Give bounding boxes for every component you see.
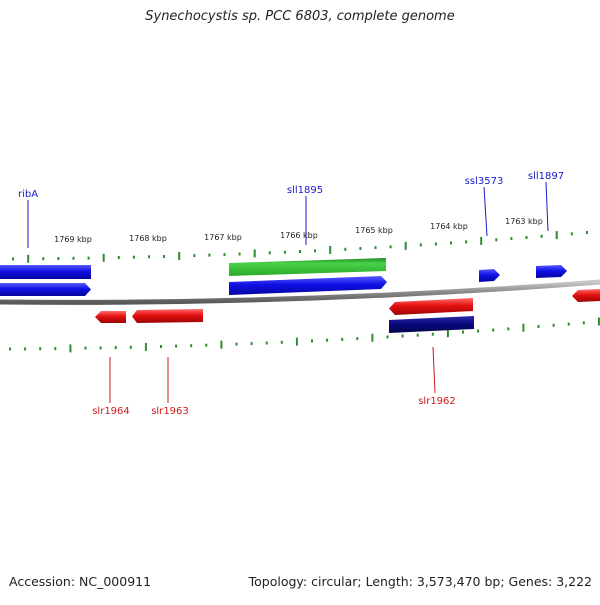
gene-feature[interactable] [572, 289, 600, 302]
gene-label-forward[interactable]: sll1895 [287, 185, 323, 196]
scale-label: 1767 kbp [204, 233, 242, 242]
forward-strand-genes [0, 258, 567, 296]
gene-feature[interactable] [536, 265, 567, 278]
ticks-outer [12, 231, 588, 263]
gene-label-forward[interactable]: sll1897 [528, 171, 564, 182]
gene-label-forward[interactable]: ssl3573 [465, 176, 504, 187]
reverse-strand-genes [95, 289, 600, 333]
gene-label-reverse[interactable]: slr1963 [151, 406, 189, 417]
gene-label-forward[interactable]: ribA [18, 189, 38, 200]
scale-label: 1765 kbp [355, 226, 393, 235]
callout-line [432, 346, 436, 394]
scale-label: 1763 kbp [505, 217, 543, 226]
map-title: Synechocystis sp. PCC 6803, complete gen… [145, 9, 455, 24]
gene-feature[interactable] [389, 298, 473, 315]
gene-feature[interactable] [229, 276, 387, 295]
scale-label: 1766 kbp [280, 231, 318, 240]
gene-feature[interactable] [389, 316, 474, 333]
accession-text: Accession: NC_000911 [9, 574, 152, 589]
gene-feature[interactable] [479, 269, 500, 282]
gene-feature[interactable] [132, 309, 203, 323]
gene-feature[interactable] [0, 283, 91, 296]
genome-backbone [0, 279, 600, 305]
gene-feature[interactable] [229, 258, 386, 276]
topology-text: Topology: circular; Length: 3,573,470 bp… [248, 574, 592, 589]
callout-line [545, 181, 549, 232]
gene-label-reverse[interactable]: slr1962 [418, 396, 456, 407]
callout-line [483, 186, 488, 237]
gene-feature[interactable] [95, 311, 126, 323]
scale-label: 1769 kbp [54, 235, 92, 244]
scale-label: 1768 kbp [129, 234, 167, 243]
scale-label: 1764 kbp [430, 222, 468, 231]
gene-feature[interactable] [0, 265, 91, 279]
gene-label-reverse[interactable]: slr1964 [92, 406, 130, 417]
ticks-inner [9, 317, 600, 353]
